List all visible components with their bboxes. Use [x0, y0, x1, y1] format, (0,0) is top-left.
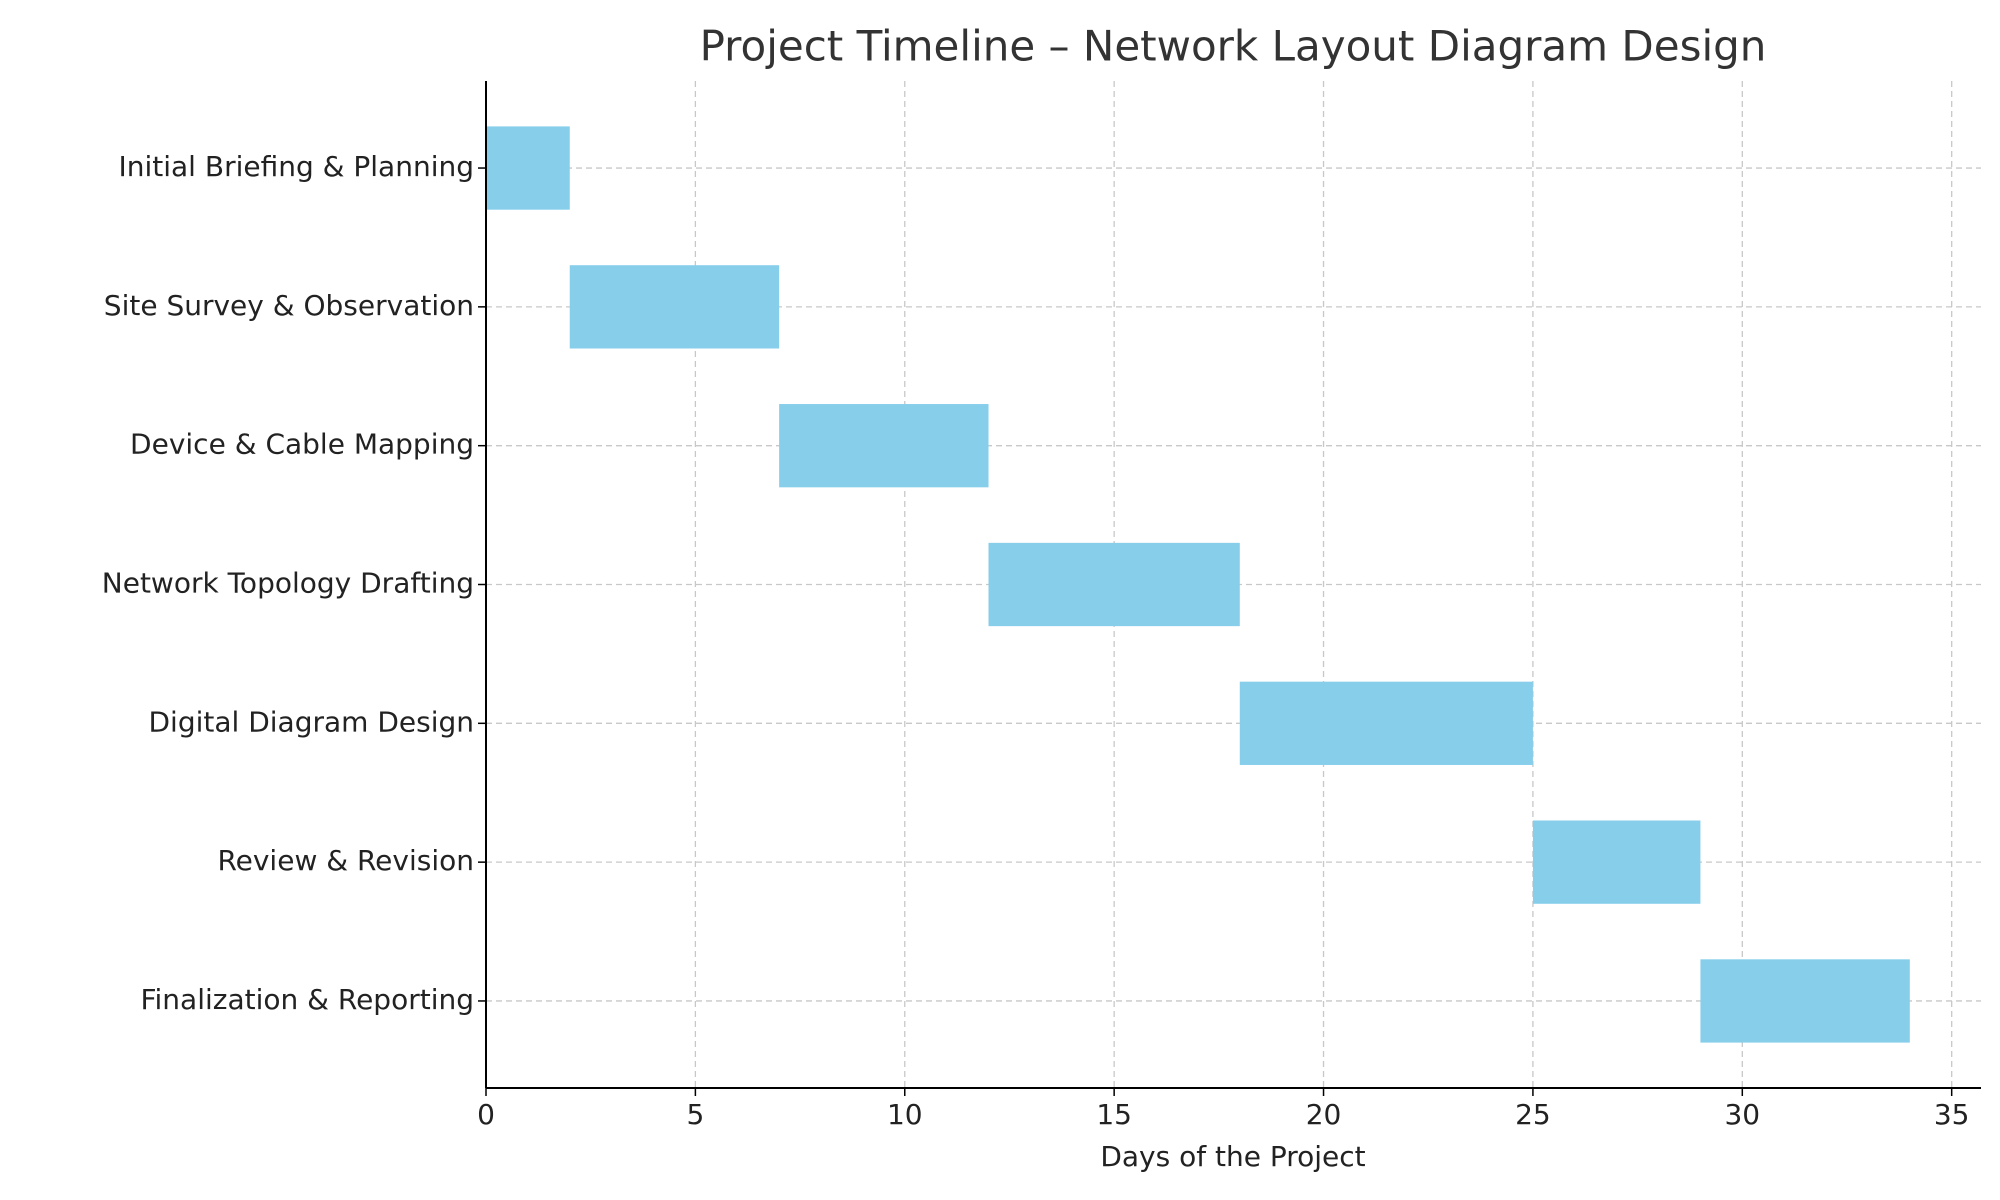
y-tick-label: Digital Diagram Design — [149, 705, 475, 738]
chart-title: Project Timeline – Network Layout Diagra… — [700, 22, 1767, 71]
y-tick-label: Device & Cable Mapping — [130, 428, 474, 461]
x-tick-label: 0 — [477, 1098, 495, 1131]
bar — [569, 265, 780, 349]
bar — [1532, 820, 1701, 904]
y-tick-label: Finalization & Reporting — [140, 983, 474, 1016]
bar — [988, 542, 1240, 627]
y-tick-label: Initial Briefing & Planning — [118, 150, 474, 183]
y-tick-label: Review & Revision — [217, 844, 474, 877]
x-tick-label: 20 — [1306, 1098, 1342, 1131]
x-tick-label: 5 — [686, 1098, 704, 1131]
x-axis-label: Days of the Project — [1100, 1140, 1365, 1173]
bar — [779, 404, 989, 488]
y-tick-label: Site Survey & Observation — [104, 289, 474, 322]
bar — [486, 126, 570, 210]
x-tick-label: 15 — [1096, 1098, 1132, 1131]
x-tick-label: 35 — [1934, 1098, 1970, 1131]
y-tick-label: Network Topology Drafting — [102, 567, 474, 600]
x-tick-label: 10 — [887, 1098, 923, 1131]
x-tick-label: 25 — [1515, 1098, 1551, 1131]
bar — [1700, 959, 1910, 1043]
bar — [1239, 681, 1533, 765]
x-tick-label: 30 — [1724, 1098, 1760, 1131]
